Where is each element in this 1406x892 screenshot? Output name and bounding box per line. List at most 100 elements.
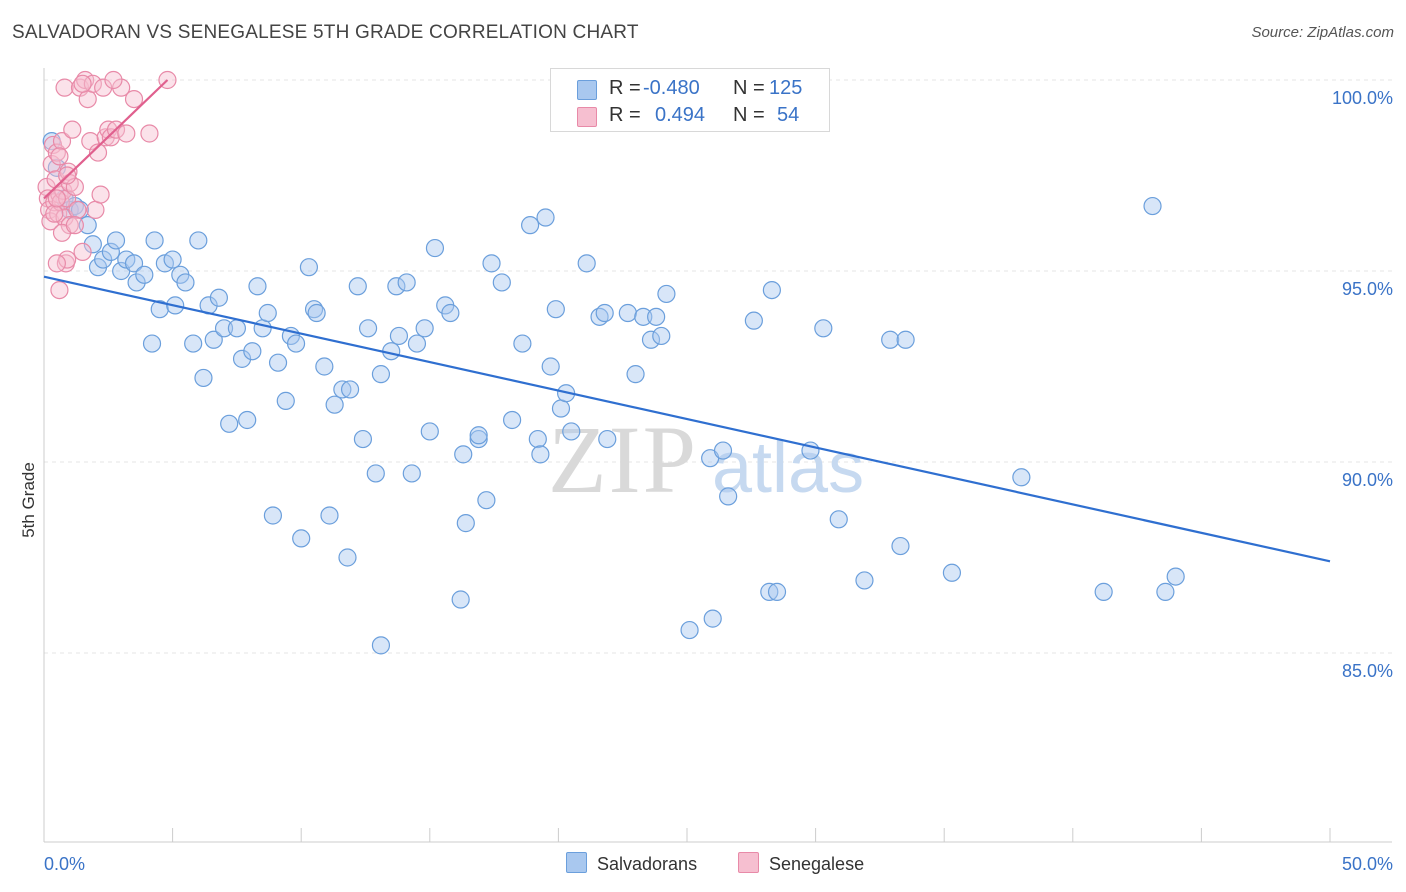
data-point-salvadorans: [348, 277, 367, 296]
data-point-salvadorans: [1012, 468, 1031, 487]
data-point-salvadorans: [333, 380, 352, 399]
data-point-salvadorans: [652, 326, 671, 346]
data-point-salvadorans: [441, 303, 460, 323]
data-point-salvadorans: [595, 303, 614, 323]
data-point-salvadorans: [204, 330, 223, 349]
stats-legend: R = -0.480 N = 125 R = 0.494 N = 54: [550, 68, 830, 132]
data-point-senegalese: [73, 74, 92, 93]
data-point-salvadorans: [353, 429, 373, 449]
data-point-senegalese: [52, 132, 72, 151]
data-point-senegalese: [58, 250, 77, 269]
data-point-senegalese: [68, 200, 87, 219]
data-point-salvadorans: [358, 319, 378, 338]
data-point-salvadorans: [194, 368, 213, 388]
legend-label-salvadorans: Salvadorans: [597, 854, 698, 874]
trend-line-senegalese: [43, 79, 169, 200]
data-point-salvadorans: [829, 510, 848, 529]
data-point-salvadorans: [577, 254, 596, 273]
legend-r-value: -0.480: [643, 77, 700, 99]
data-point-salvadorans: [232, 349, 252, 368]
data-point-salvadorans: [503, 410, 522, 430]
data-point-salvadorans: [106, 231, 126, 250]
y-axis-title: 5th Grade: [19, 462, 38, 538]
data-point-salvadorans: [814, 319, 833, 338]
trend-line-salvadorans: [43, 275, 1331, 563]
data-point-senegalese: [86, 200, 105, 219]
watermark-zip: ZIP: [548, 406, 698, 513]
data-point-salvadorans: [315, 357, 334, 376]
data-point-senegalese: [124, 89, 144, 109]
data-point-senegalese: [73, 242, 92, 261]
data-point-salvadorans: [855, 571, 874, 590]
data-point-salvadorans: [209, 288, 228, 307]
data-point-salvadorans: [135, 265, 154, 284]
data-point-salvadorans: [243, 342, 262, 361]
data-point-senegalese: [112, 78, 131, 97]
data-point-salvadorans: [387, 277, 406, 296]
data-point-salvadorans: [366, 464, 385, 483]
data-point-salvadorans: [492, 273, 511, 292]
data-point-salvadorans: [469, 426, 488, 445]
data-point-salvadorans: [626, 365, 645, 384]
data-point-salvadorans: [227, 319, 246, 338]
data-point-salvadorans: [338, 548, 357, 567]
data-point-salvadorans: [420, 422, 439, 441]
data-point-salvadorans: [253, 319, 272, 338]
data-point-salvadorans: [292, 529, 311, 548]
data-point-senegalese: [63, 120, 82, 139]
data-point-salvadorans: [647, 307, 666, 326]
grid-lines: [44, 79, 1392, 654]
data-point-salvadorans: [598, 429, 617, 449]
data-point-salvadorans: [881, 330, 900, 349]
legend-r-label: R =: [609, 104, 641, 126]
data-point-salvadorans: [513, 334, 532, 353]
data-point-salvadorans: [546, 300, 565, 319]
data-point-salvadorans: [189, 231, 208, 250]
data-point-salvadorans: [397, 273, 416, 292]
legend-n-label: N =: [733, 104, 765, 126]
trend-lines: [43, 79, 1331, 563]
data-point-senegalese: [65, 216, 84, 235]
data-point-senegalese: [91, 185, 110, 204]
data-point-salvadorans: [425, 238, 445, 258]
data-point-salvadorans: [1156, 582, 1175, 601]
data-point-salvadorans: [719, 487, 738, 506]
data-point-salvadorans: [163, 250, 182, 269]
data-point-salvadorans: [528, 429, 547, 449]
data-point-salvadorans: [703, 609, 722, 628]
legend-item-senegalese[interactable]: Senegalese: [738, 852, 864, 875]
legend-r-label: R =: [609, 77, 641, 99]
legend-row-senegalese: R = 0.494 N = 54: [551, 102, 829, 128]
data-point-salvadorans: [551, 399, 571, 418]
legend-swatch-senegalese: [738, 852, 759, 873]
y-tick-label: 95.0%: [1342, 279, 1393, 299]
data-point-salvadorans: [83, 235, 102, 254]
data-point-salvadorans: [286, 334, 306, 353]
chart-title: SALVADORAN VS SENEGALESE 5TH GRADE CORRE…: [12, 22, 639, 43]
legend-label-senegalese: Senegalese: [769, 854, 865, 874]
data-point-salvadorans: [760, 582, 779, 601]
data-point-salvadorans: [258, 303, 277, 323]
data-point-salvadorans: [454, 445, 473, 464]
data-point-senegalese: [47, 254, 66, 273]
data-point-senegalese: [78, 89, 97, 109]
data-point-salvadorans: [127, 273, 146, 292]
data-point-salvadorans: [942, 563, 962, 582]
data-point-salvadorans: [744, 311, 763, 330]
data-point-salvadorans: [184, 334, 203, 353]
data-point-salvadorans: [618, 303, 637, 323]
data-point-salvadorans: [124, 254, 144, 273]
data-point-salvadorans: [307, 303, 326, 323]
y-tick-label: 90.0%: [1342, 470, 1393, 490]
data-point-salvadorans: [762, 281, 781, 300]
data-point-salvadorans: [634, 307, 653, 326]
legend-swatch-senegalese: [577, 107, 597, 127]
data-point-salvadorans: [220, 414, 239, 433]
data-point-salvadorans: [891, 536, 910, 556]
legend-swatch-salvadorans: [577, 80, 597, 100]
data-point-senegalese: [50, 147, 69, 166]
legend-n-value: 54: [777, 104, 800, 126]
data-point-salvadorans: [268, 353, 288, 372]
data-point-salvadorans: [469, 429, 488, 449]
legend-item-salvadorans[interactable]: Salvadorans: [566, 852, 697, 875]
